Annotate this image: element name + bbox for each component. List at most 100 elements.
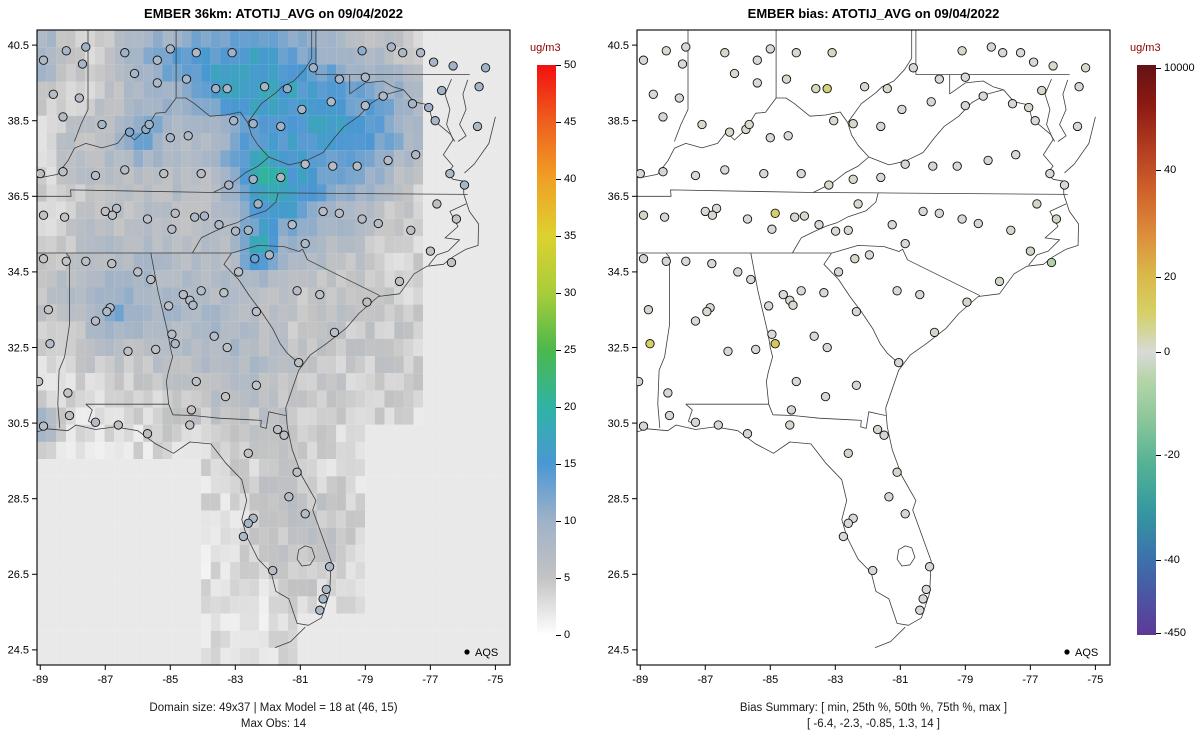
outline-il_in_border <box>74 30 89 142</box>
station-dot <box>781 74 792 84</box>
outline-nc_sc_border <box>231 244 381 297</box>
panel-model-colorbar-unit-label: ug/m3 <box>530 42 561 54</box>
station-dot <box>752 78 762 88</box>
outline-potomac_river <box>1003 89 1056 142</box>
station-dot <box>81 42 91 52</box>
station-dot <box>824 180 834 190</box>
outline-chesapeake_east <box>1057 79 1069 142</box>
station-dot <box>38 254 49 264</box>
station-dot <box>170 208 180 218</box>
station-dot <box>352 161 362 171</box>
colorbar-tick-mark <box>556 407 561 408</box>
station-dot <box>142 214 153 224</box>
station-dot <box>638 55 649 65</box>
y-tick-label: 32.5 <box>608 342 629 354</box>
station-dot <box>788 300 798 310</box>
station-dot <box>921 584 931 595</box>
legend: AQS <box>464 647 498 659</box>
station-dot <box>38 55 49 65</box>
station-dot <box>733 267 743 277</box>
station-dot <box>276 121 286 132</box>
x-tick-label: -89 <box>632 674 648 686</box>
station-dot <box>167 329 177 339</box>
outline-fl_north_border <box>85 403 286 429</box>
axes: -89 -87 -85 -83 -81 -79 -77 -75 24.5 26.5 28.5 30.5… <box>8 40 504 686</box>
colorbar-tick-mark <box>556 293 561 294</box>
outline-wv_va_border <box>868 89 1004 166</box>
station-dot <box>770 339 780 349</box>
station-dot <box>690 170 701 181</box>
station-dot <box>707 258 717 269</box>
outline-okeechobee <box>296 545 316 567</box>
colorbar-tick-mark <box>556 521 561 522</box>
y-tick-label: 40.5 <box>8 40 29 52</box>
panel-bias-colorbar-unit-label: ug/m3 <box>1130 42 1161 54</box>
station-dot <box>868 565 878 576</box>
axes: -89 -87 -85 -83 -81 -79 -77 -75 24.5 26.5 28.5 30.5… <box>608 40 1104 686</box>
station-dot <box>123 346 133 356</box>
station-dot <box>720 48 730 58</box>
legend-dot-icon <box>1064 649 1070 655</box>
station-dot <box>328 161 338 171</box>
colorbar-tick-label: 50 <box>564 59 577 71</box>
station-dot <box>250 254 260 264</box>
station-dot <box>934 208 944 218</box>
station-dot <box>294 357 304 368</box>
station-dot <box>59 212 70 222</box>
colorbar-tick-label: -20 <box>1164 448 1180 461</box>
station-dot <box>829 116 839 126</box>
station-dot <box>48 89 58 99</box>
outline-fl_keys <box>874 626 906 648</box>
panel-model-caption: Domain size: 49x37 | Max Model = 18 at (… <box>37 701 510 732</box>
station-dot <box>1006 225 1016 235</box>
station-dot <box>233 267 244 277</box>
station-dot <box>315 605 325 615</box>
station-dot <box>843 225 853 235</box>
station-dot <box>183 131 193 141</box>
y-tick-label: 38.5 <box>608 116 629 128</box>
station-dot <box>876 121 886 132</box>
panel-model-title: EMBER 36km: ATOTIJ_AVG on 09/04/2022 <box>144 6 403 21</box>
station-dot <box>791 48 801 58</box>
colorbar-tick-label: 15 <box>564 458 577 470</box>
station-dot <box>472 121 483 132</box>
station-dot <box>843 518 853 528</box>
station-dot <box>872 424 883 435</box>
station-dot <box>1074 82 1084 92</box>
station-dot <box>186 405 197 415</box>
station-dot <box>799 211 810 221</box>
panel-bias-colorbar <box>1137 65 1156 635</box>
panel-bias-caption-line2: [ -6.4, -2.3, -0.85, 1.3, 14 ] <box>807 717 940 730</box>
station-dot <box>1030 116 1040 126</box>
colorbar-tick-label: 40 <box>1164 163 1177 176</box>
colorbar-tick-mark <box>1156 559 1161 561</box>
station-dot <box>900 159 910 169</box>
colorbar-tick-label: 30 <box>564 287 577 299</box>
colorbar-tick-mark <box>556 635 561 636</box>
station-dot <box>191 48 201 58</box>
station-dot <box>362 297 372 307</box>
station-dot <box>830 226 841 236</box>
station-dot <box>243 448 253 458</box>
station-dot <box>1011 150 1021 160</box>
station-dot <box>334 208 344 218</box>
outline-chesapeake_east <box>457 79 469 142</box>
x-tick-label: -87 <box>97 674 113 686</box>
outline-al_ga_border <box>150 252 174 405</box>
station-dot <box>822 83 832 94</box>
station-dot <box>308 63 318 73</box>
y-tick-label: 26.5 <box>608 569 629 581</box>
station-dot <box>744 119 754 130</box>
station-dot <box>167 224 177 234</box>
station-dot <box>248 119 258 129</box>
station-dot <box>199 211 210 221</box>
station-dot <box>752 55 762 65</box>
colorbar-tick-mark <box>1156 67 1161 69</box>
station-dot <box>1048 61 1058 71</box>
station-dot <box>838 531 849 542</box>
station-dot <box>674 93 684 103</box>
station-dot <box>843 448 853 458</box>
station-dot <box>926 97 936 107</box>
station-dot <box>229 116 239 126</box>
station-dot <box>251 306 262 317</box>
